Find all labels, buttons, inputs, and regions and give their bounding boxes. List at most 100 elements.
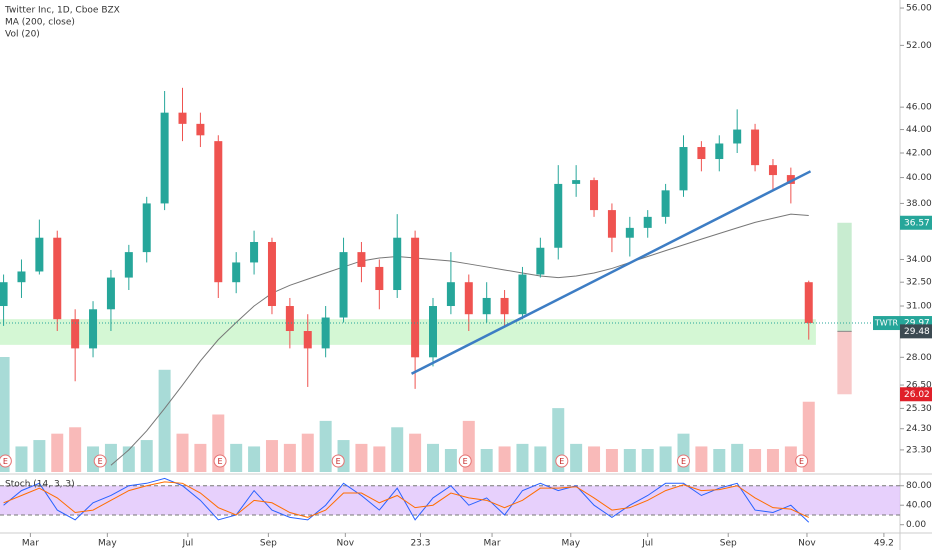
volume-bar (498, 446, 511, 472)
x-tick-label: May (98, 539, 117, 549)
earnings-marker (458, 454, 472, 468)
candle-body (768, 165, 777, 176)
volume-bar (355, 443, 368, 472)
volume-bar (731, 443, 744, 472)
volume-bar (15, 446, 28, 472)
volume-bar (104, 443, 117, 472)
candle-body (106, 277, 115, 310)
candle-body (786, 175, 795, 184)
candle-body (0, 282, 8, 307)
earnings-label: E (463, 457, 468, 466)
candle-body (393, 237, 402, 291)
chart-title: Twitter Inc, 1D, Cboe BZX (4, 6, 120, 16)
volume-bar (122, 446, 135, 472)
earnings-marker (676, 454, 690, 468)
candle-body (357, 252, 366, 267)
volume-bar (248, 446, 261, 472)
indicator-label: Vol (20) (5, 30, 40, 40)
earnings-marker (93, 454, 107, 468)
x-tick-label: Nov (337, 539, 355, 549)
candle-body (536, 247, 545, 275)
candle-body (607, 210, 616, 238)
volume-bar (444, 449, 457, 472)
volume-bar (623, 449, 636, 472)
candle-body (232, 262, 241, 283)
volume-bar (480, 449, 493, 472)
candle-body (464, 282, 473, 315)
price-tag (900, 215, 932, 230)
candle-body (625, 227, 634, 238)
y-tick-label: 46.00 (906, 103, 932, 113)
candle-body (196, 123, 205, 136)
x-tick-label: May (561, 539, 580, 549)
candle-body (446, 282, 455, 307)
y-tick-label: 38.00 (906, 199, 932, 209)
candle-body (804, 282, 813, 324)
stoch-k-line (3, 477, 810, 523)
x-tick-label: 23.3 (410, 539, 430, 549)
y-tick-label: 24.30 (906, 424, 932, 434)
volume-bar (373, 446, 386, 472)
y-tick-label: 0.00 (906, 520, 926, 530)
volume-bar (230, 443, 243, 472)
y-tick-label: 28.00 (906, 353, 932, 363)
candle-body (17, 271, 26, 283)
earnings-label: E (218, 457, 223, 466)
volume-bar (409, 433, 422, 472)
volume-bar (51, 433, 64, 472)
volume-bar (176, 433, 189, 472)
volume-bar (588, 446, 601, 472)
x-tick-label: Jul (181, 539, 193, 549)
candle-body (429, 306, 438, 358)
position-loss (837, 331, 852, 395)
earnings-marker (555, 454, 569, 468)
volume-bar (69, 427, 82, 472)
x-tick-label: Sep (720, 539, 737, 549)
candle-body (715, 143, 724, 160)
volume-bar (283, 443, 296, 472)
volume-bar (659, 446, 672, 472)
candle-body (733, 129, 742, 144)
earnings-label: E (559, 457, 564, 466)
candle-body (661, 190, 670, 217)
x-tick-label: Mar (484, 539, 501, 549)
volume-bar (301, 433, 314, 472)
volume-bar (749, 449, 762, 472)
volume-bar (713, 449, 726, 472)
price-tag-label: 29.48 (904, 327, 930, 337)
candle-body (679, 147, 688, 191)
y-tick-label: 42.00 (906, 148, 932, 158)
candle-body (518, 274, 527, 315)
earnings-label: E (3, 457, 8, 466)
volume-bar (570, 443, 583, 472)
marks: 56.00 52.00 46.00 44.00 42.00 40.00 38.00 34.00… (0, 4, 932, 549)
earnings-marker (795, 454, 809, 468)
candle-body (35, 237, 44, 272)
y-tick-label: 26.50 (906, 381, 932, 391)
candle-body (375, 266, 384, 291)
x-tick-label: Nov (798, 539, 816, 549)
volume-bar (33, 440, 46, 472)
volume-bar (427, 443, 440, 472)
candle-body (751, 129, 760, 166)
volume-bar (0, 357, 10, 472)
symbol-tag (873, 316, 900, 331)
candle-body (89, 309, 98, 349)
indicator-label: MA (200, close) (5, 18, 75, 28)
y-tick-label: 56.00 (906, 4, 932, 14)
y-tick-label: 44.00 (906, 125, 932, 135)
y-tick-label: 40.00 (906, 173, 932, 183)
trendline (410, 170, 812, 375)
candle-body (321, 317, 330, 349)
stoch-d-line (3, 481, 809, 518)
volume-bar (641, 449, 654, 472)
earnings-label: E (681, 457, 686, 466)
volume-bar (534, 446, 547, 472)
candle-body (303, 331, 312, 349)
volume-bar (605, 449, 618, 472)
symbol-label: TWTR (874, 319, 899, 328)
candle-body (124, 252, 133, 278)
candle-body (554, 183, 563, 248)
volume-bar (158, 369, 171, 472)
